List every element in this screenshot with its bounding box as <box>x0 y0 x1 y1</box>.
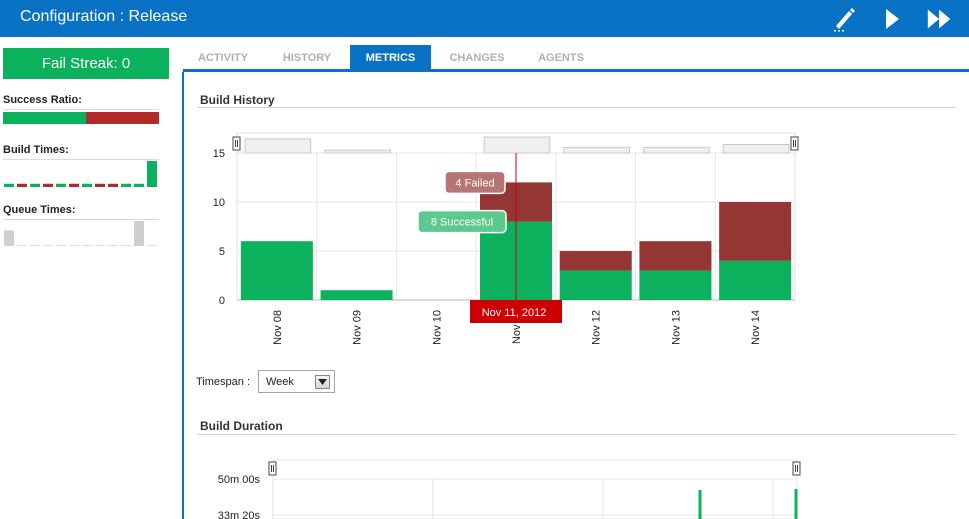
chevron-down-icon[interactable] <box>315 375 330 389</box>
build-history-rule <box>198 107 956 108</box>
success-bar <box>559 270 632 300</box>
build-time-bar <box>56 183 66 187</box>
duration-navigator-left-handle[interactable] <box>268 461 277 476</box>
chart-cursor: Nov 11, 2012 <box>470 153 562 323</box>
y-tick-label: 5 <box>219 246 225 258</box>
run-button[interactable] <box>877 5 907 33</box>
timespan-value: Week <box>266 375 294 388</box>
chart-navigator[interactable] <box>232 136 799 154</box>
header-bar: Configuration : Release <box>0 0 969 37</box>
navigator-bar <box>722 144 790 154</box>
queue-time-bar <box>17 245 27 246</box>
page-title: Configuration : Release <box>20 8 188 25</box>
y-tick-label: 10 <box>213 197 225 209</box>
success-bar <box>240 241 313 300</box>
navigator-left-handle[interactable] <box>232 136 241 151</box>
duration-y-tick: 33m 20s <box>218 510 261 519</box>
build-time-bar <box>82 183 92 187</box>
y-tick-label: 0 <box>219 295 225 307</box>
build-times-label: Build Times: <box>3 144 159 160</box>
failed-bar <box>719 202 792 261</box>
cursor-date-box <box>470 300 562 323</box>
y-tick-label: 15 <box>213 148 225 160</box>
queue-time-bar <box>4 230 14 246</box>
navigator-bar <box>324 149 391 154</box>
queue-time-bar <box>82 245 92 246</box>
y-axis: 0 5 10 15 <box>213 148 225 307</box>
failed-bar <box>559 251 632 271</box>
success-ratio-failed-segment <box>85 112 159 124</box>
build-time-bar <box>134 183 144 187</box>
navigator-bar <box>244 138 312 154</box>
queue-time-bar <box>108 245 118 246</box>
success-bar <box>320 290 393 300</box>
tooltip-failed-box <box>444 170 506 195</box>
build-time-bar <box>4 183 14 187</box>
build-duration-title: Build Duration <box>200 419 283 433</box>
x-tick-label: Nov 14 <box>750 310 762 345</box>
build-time-bar <box>95 183 105 187</box>
build-time-bar <box>17 183 27 187</box>
timespan-label: Timespan : <box>196 376 251 388</box>
success-ratio-bar <box>3 112 159 124</box>
x-tick-label: Nov 08 <box>272 310 284 345</box>
duration-y-tick: 50m 00s <box>218 474 261 486</box>
queue-times-sparkline <box>4 221 157 246</box>
build-duration-chart[interactable]: 50m 00s 33m 20s <box>200 455 810 519</box>
fast-forward-icon <box>927 9 951 29</box>
navigator-bar <box>563 146 631 154</box>
x-tick-label: Nov 13 <box>670 310 682 345</box>
run-all-button[interactable] <box>925 5 955 33</box>
chart-tooltips: 4 Failed 8 Successful <box>417 170 507 234</box>
queue-time-bar <box>147 245 157 246</box>
edit-button[interactable] <box>829 5 859 33</box>
tab-changes[interactable]: CHANGES <box>449 51 505 64</box>
queue-times-label: Queue Times: <box>3 204 159 220</box>
build-times-sparkline <box>4 161 157 187</box>
failed-bar <box>639 241 712 271</box>
x-tick-label: Nov 09 <box>352 310 364 345</box>
pencil-icon <box>834 8 855 32</box>
tab-activity[interactable]: ACTIVITY <box>197 51 249 64</box>
tooltip-success: 8 Successful <box>431 217 493 229</box>
build-duration-rule <box>198 434 956 435</box>
build-time-bar <box>108 183 118 187</box>
queue-time-bar <box>134 221 144 246</box>
success-bar <box>639 270 712 300</box>
build-time-bar <box>121 183 131 187</box>
build-time-bar <box>43 183 53 187</box>
x-tick-label: Nov 10 <box>431 310 443 345</box>
queue-time-bar <box>69 245 79 246</box>
success-bar <box>719 260 792 300</box>
queue-time-bar <box>121 245 131 246</box>
success-ratio-success-segment <box>3 112 86 124</box>
build-history-title: Build History <box>200 93 275 107</box>
fail-streak-badge: Fail Streak: 0 <box>3 48 169 79</box>
tab-bar: ACTIVITY HISTORY METRICS CHANGES AGENTS <box>183 45 969 72</box>
queue-time-bar <box>43 245 53 246</box>
build-time-bar <box>30 183 40 187</box>
duration-navigator-right-handle[interactable] <box>792 461 801 476</box>
queue-time-bar <box>30 245 40 246</box>
tooltip-success-box <box>417 209 507 234</box>
cursor-date-label: Nov 11, 2012 <box>482 307 547 319</box>
build-time-bar <box>147 161 157 187</box>
content-left-border <box>182 72 184 519</box>
tooltip-failed: 4 Failed <box>455 177 494 189</box>
tab-history[interactable]: HISTORY <box>282 51 332 64</box>
queue-time-bar <box>56 245 66 246</box>
success-ratio-label: Success Ratio: <box>3 94 159 110</box>
play-icon <box>886 9 899 29</box>
x-tick-label: Nov 12 <box>591 310 603 345</box>
tab-agents[interactable]: AGENTS <box>538 51 584 64</box>
navigator-bar <box>643 146 710 154</box>
queue-time-bar <box>95 245 105 246</box>
tab-metrics[interactable]: METRICS <box>350 45 431 70</box>
navigator-bar <box>483 136 551 154</box>
build-time-bar <box>69 183 79 187</box>
timespan-select[interactable]: Week <box>258 370 335 393</box>
navigator-right-handle[interactable] <box>790 136 799 151</box>
